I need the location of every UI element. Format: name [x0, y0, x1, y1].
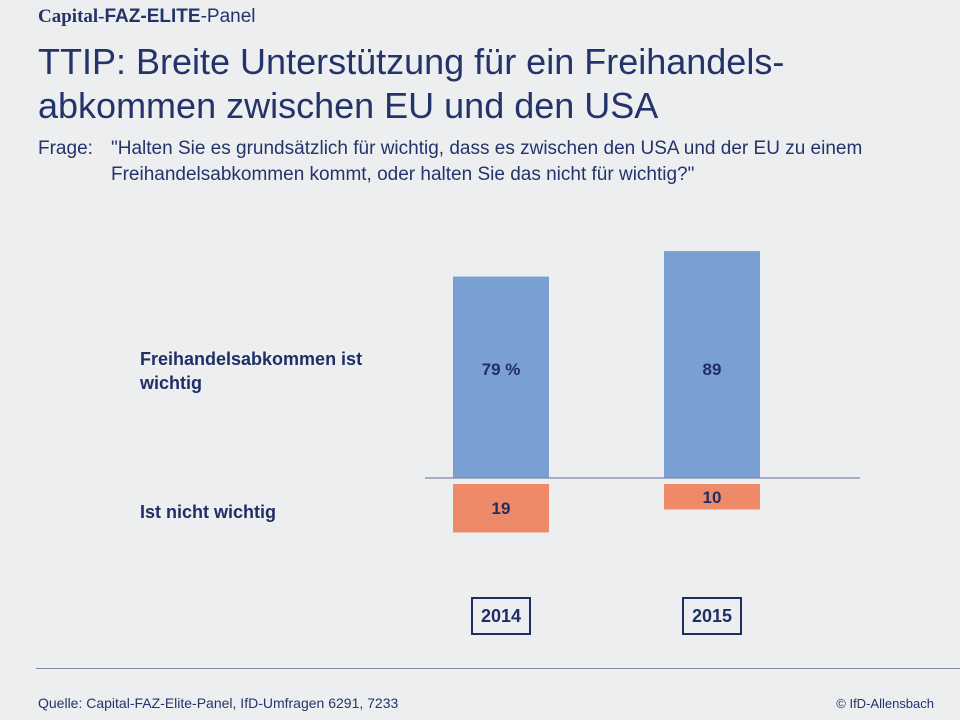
value-label-wichtig-2014: 79 % [482, 360, 521, 379]
question-text: "Halten Sie es grundsätzlich für wichtig… [111, 138, 863, 185]
value-label-nicht-wichtig-2015: 10 [703, 488, 722, 507]
copyright-note: © IfD-Allensbach [836, 696, 934, 711]
bar-nicht-wichtig-2014 [453, 484, 549, 533]
footer-divider [36, 668, 960, 669]
brand-part-panel: -Panel [200, 6, 256, 27]
year-label-2014: 2014 [481, 606, 521, 626]
brand-logo: Capital-FAZ-ELITE-Panel [38, 6, 255, 28]
bar-nicht-wichtig-2015 [664, 484, 760, 510]
brand-part-faz-elite: FAZ-ELITE [104, 6, 201, 27]
value-label-wichtig-2015: 89 [703, 360, 722, 379]
series-label-wichtig: Freihandelsabkommen ist wichtig [140, 349, 363, 393]
chart-title-line-2: abkommen zwischen EU und den USA [38, 85, 659, 126]
brand-part-capital: Capital- [38, 6, 105, 27]
value-label-nicht-wichtig-2014: 19 [492, 499, 511, 518]
chart-title: TTIP: Breite Unterstützung für ein Freih… [38, 40, 938, 128]
source-note: Quelle: Capital-FAZ-Elite-Panel, IfD-Umf… [38, 695, 399, 711]
year-label-2015: 2015 [692, 606, 732, 626]
year-box-2014 [471, 597, 531, 635]
series-label-nicht-wichtig: Ist nicht wichtig [140, 502, 277, 522]
chart-title-line-1: TTIP: Breite Unterstützung für ein Freih… [38, 41, 785, 82]
year-box-2015 [682, 597, 742, 635]
bar-wichtig-2015 [664, 251, 760, 478]
bar-wichtig-2014 [453, 276, 549, 478]
question-label: Frage: [38, 138, 93, 159]
